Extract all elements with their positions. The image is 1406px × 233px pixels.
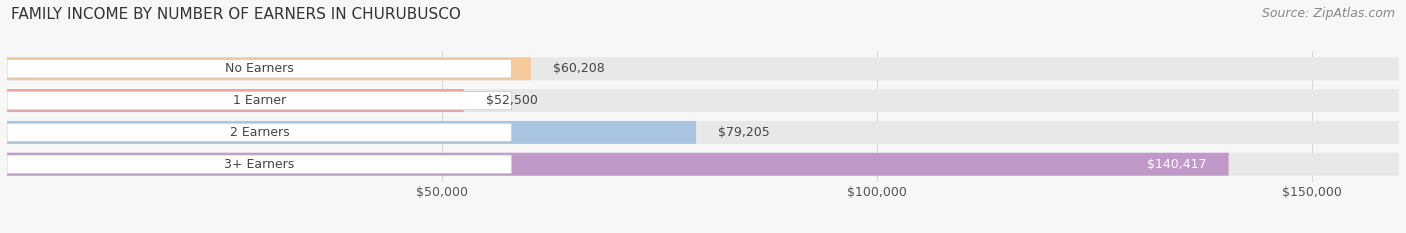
FancyBboxPatch shape <box>7 121 1399 144</box>
FancyBboxPatch shape <box>7 153 1399 176</box>
FancyBboxPatch shape <box>7 123 512 142</box>
FancyBboxPatch shape <box>7 91 512 110</box>
FancyBboxPatch shape <box>7 57 1399 80</box>
FancyBboxPatch shape <box>7 89 1399 112</box>
FancyBboxPatch shape <box>7 89 464 112</box>
Text: 2 Earners: 2 Earners <box>229 126 290 139</box>
Text: $79,205: $79,205 <box>718 126 769 139</box>
FancyBboxPatch shape <box>7 153 1229 176</box>
Text: No Earners: No Earners <box>225 62 294 75</box>
Text: $52,500: $52,500 <box>485 94 537 107</box>
Text: Source: ZipAtlas.com: Source: ZipAtlas.com <box>1261 7 1395 20</box>
Text: 1 Earner: 1 Earner <box>233 94 285 107</box>
FancyBboxPatch shape <box>7 57 531 80</box>
FancyBboxPatch shape <box>7 60 512 78</box>
Text: 3+ Earners: 3+ Earners <box>224 158 294 171</box>
Text: $140,417: $140,417 <box>1147 158 1206 171</box>
Text: FAMILY INCOME BY NUMBER OF EARNERS IN CHURUBUSCO: FAMILY INCOME BY NUMBER OF EARNERS IN CH… <box>11 7 461 22</box>
Text: $60,208: $60,208 <box>553 62 605 75</box>
FancyBboxPatch shape <box>7 155 512 173</box>
FancyBboxPatch shape <box>7 121 696 144</box>
